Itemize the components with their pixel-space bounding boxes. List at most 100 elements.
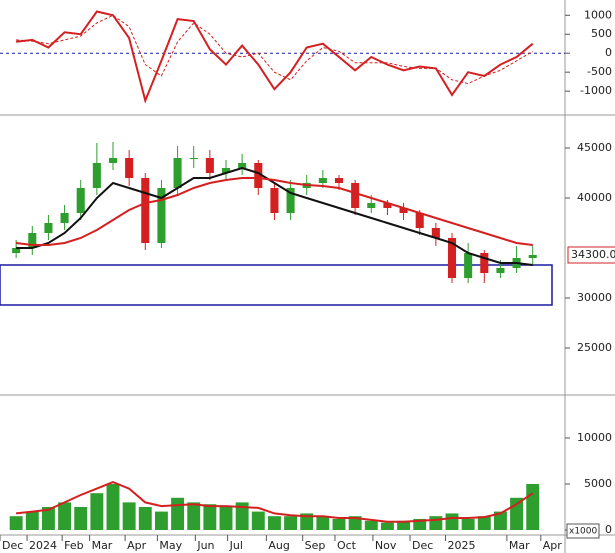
y-tick-label: 30000 [577, 291, 612, 304]
x-tick-label: Dec [412, 539, 433, 552]
candle-body [431, 228, 440, 238]
candle-body [351, 183, 360, 208]
volume-bar [284, 516, 298, 530]
last-value-label: 34300.00 [571, 248, 615, 261]
unit-label: x1000 [569, 527, 598, 537]
y-tick-label: 45000 [577, 141, 612, 154]
volume-bar [203, 504, 217, 530]
candle-body [254, 163, 263, 188]
volume-bar [58, 502, 72, 530]
y-tick-label: 500 [591, 27, 612, 40]
y-tick-label: 0 [605, 46, 612, 59]
y-tick-label: 0 [605, 523, 612, 536]
volume-bar [187, 502, 201, 530]
candle-body [60, 213, 69, 223]
x-tick-label: Sep [305, 539, 326, 552]
x-tick-label: Mar [92, 539, 113, 552]
candle-body [108, 158, 118, 163]
highlight-box [0, 264, 553, 306]
x-tick-label: Aug [268, 539, 289, 552]
volume-bar [429, 516, 443, 530]
candle-body [205, 158, 214, 173]
x-tick-label: Nov [375, 539, 397, 552]
volume-bar [9, 516, 23, 530]
y-tick-label: 1000 [584, 8, 612, 21]
candle-body [173, 158, 182, 188]
candle-body [125, 158, 134, 178]
volume-bar [154, 511, 168, 530]
y-tick-label: 10000 [577, 431, 612, 444]
volume-bar [41, 506, 55, 530]
line [15, 177, 533, 246]
candle-body [270, 188, 279, 213]
volume-bar [364, 520, 378, 530]
candle-body [415, 213, 424, 228]
x-tick-label: May [159, 539, 182, 552]
volume-bar [251, 511, 265, 530]
volume-bar [348, 516, 362, 530]
line [16, 166, 533, 266]
candle-body [76, 188, 85, 213]
volume-bar [25, 511, 39, 530]
candle-body [157, 188, 166, 243]
candle-body [92, 163, 101, 188]
volume-bar [316, 516, 330, 530]
candle-body [464, 253, 473, 278]
candle-body [221, 168, 231, 173]
candle-body [528, 255, 537, 258]
candle-body [286, 188, 295, 213]
x-tick-label: 2024 [29, 539, 57, 552]
x-tick-label: Jul [229, 539, 243, 552]
volume-bar [397, 520, 411, 530]
candle-body [12, 248, 21, 253]
candle-body [480, 253, 489, 273]
volume-bar [74, 506, 88, 530]
volume-bar [267, 516, 281, 530]
line [16, 14, 533, 85]
x-tick-label: Oct [337, 539, 357, 552]
volume-bar [106, 483, 120, 530]
y-tick-label: 5000 [584, 477, 612, 490]
x-tick-label: Mar [509, 539, 530, 552]
volume-bar [493, 511, 507, 530]
y-tick-label: -500 [587, 65, 612, 78]
y-tick-label: 40000 [577, 191, 612, 204]
volume-bar [510, 497, 524, 530]
volume-bar [477, 516, 491, 530]
volume-bar [171, 497, 185, 530]
candle-body [496, 268, 505, 273]
candle-body [399, 208, 408, 213]
candle-body [189, 158, 198, 159]
candle-body [367, 203, 376, 208]
candle-body [318, 178, 327, 183]
candle-body [141, 178, 150, 243]
volume-bar [461, 518, 475, 530]
x-tick-label: Apr [127, 539, 147, 552]
volume-bar [219, 506, 233, 530]
volume-bar [332, 518, 346, 530]
candle-body [383, 203, 392, 208]
volume-bar [122, 502, 136, 530]
volume-bar [300, 513, 314, 530]
unit-box [566, 523, 600, 539]
candle-body [28, 233, 37, 248]
x-tick-label: Jun [196, 539, 214, 552]
volume-bar [380, 522, 394, 530]
candle-body [238, 163, 247, 168]
volume-bar [413, 518, 427, 530]
volume-bar [235, 502, 249, 530]
candle-body [334, 178, 344, 183]
volume-bar [138, 506, 152, 530]
y-tick-label: -1000 [580, 84, 612, 97]
candle-body [44, 223, 53, 233]
x-tick-label: Apr [543, 539, 563, 552]
line [15, 10, 534, 104]
last-value-tag [567, 246, 615, 264]
line [15, 481, 534, 523]
volume-bar [445, 513, 459, 530]
y-tick-label: 25000 [577, 341, 612, 354]
volume-bar [90, 493, 104, 530]
x-tick-label: 2025 [448, 539, 476, 552]
